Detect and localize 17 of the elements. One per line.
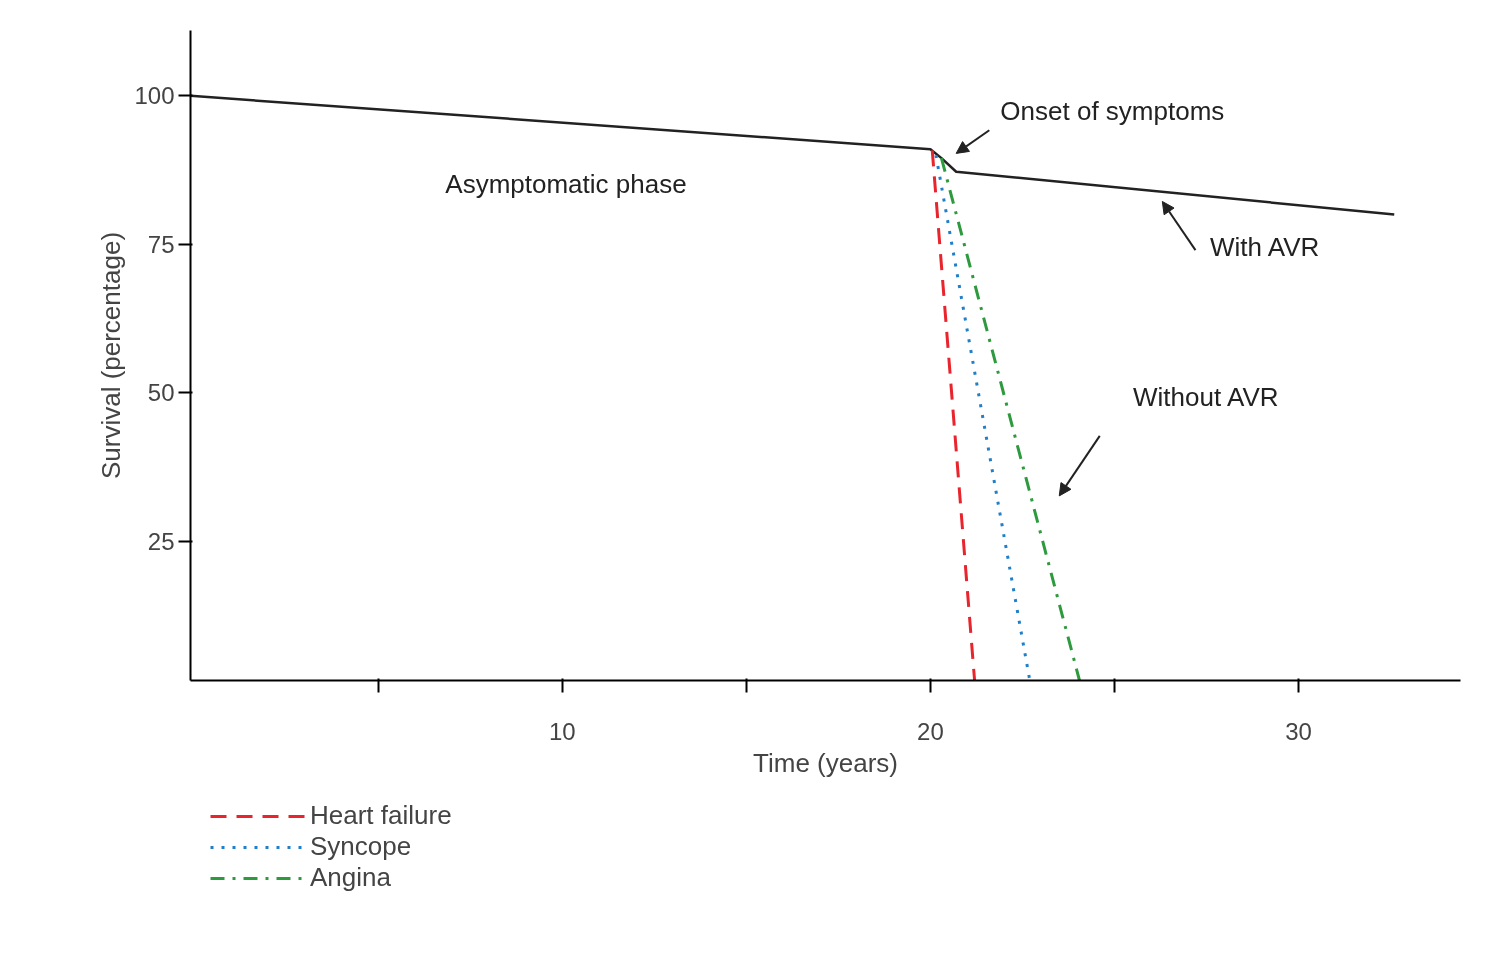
annotation: Onset of symptoms: [1000, 95, 1225, 126]
y-tick-label: 25: [147, 527, 175, 555]
line-series: [190, 94, 1396, 216]
annotation: Without AVR: [1133, 381, 1279, 412]
x-tick-label: 30: [1285, 717, 1312, 745]
y-tick-label: 75: [147, 230, 175, 258]
annotation: With AVR: [1210, 231, 1320, 262]
x-tick-label: 20: [917, 717, 944, 745]
legend-label: Heart failure: [310, 800, 452, 831]
y-tick-label: 50: [147, 379, 175, 407]
y-tick-label: 100: [134, 82, 175, 110]
legend-label: Syncope: [310, 831, 412, 862]
y-axis-title: Survival (percentage): [96, 231, 127, 480]
x-axis-title: Time (years): [753, 747, 898, 778]
legend-label: Angina: [310, 862, 391, 893]
x-tick-label: 10: [548, 717, 576, 745]
annotation: Asymptomatic phase: [445, 168, 687, 199]
